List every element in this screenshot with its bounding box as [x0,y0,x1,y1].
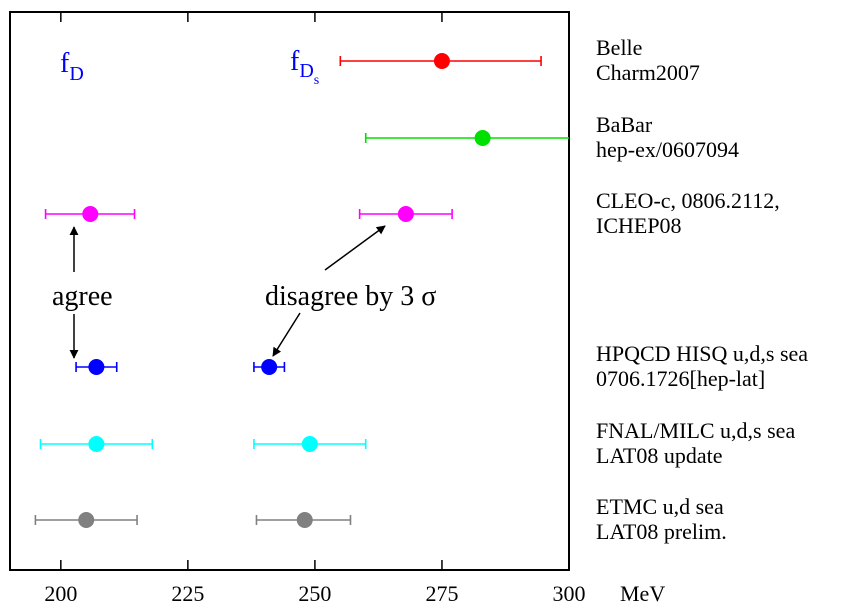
point-marker [301,436,318,452]
point-marker [296,512,313,528]
disagree-arrow-up [324,225,386,271]
fd-label-main: f [60,48,70,79]
data-point-fD [34,512,138,528]
point-marker [261,359,278,375]
series-label-line1: FNAL/MILC u,d,s sea [596,418,795,443]
disagree-annotation: disagree by 3 σ [265,281,436,312]
series-label-line1: CLEO-c, 0806.2112, [596,188,780,213]
x-axis-unit: MeV [620,581,665,605]
series-label-line1: Belle [596,35,642,60]
data-point-fD [75,359,118,375]
series-label-line1: HPQCD HISQ u,d,s sea [596,341,808,366]
data-point-fDs [364,130,569,146]
x-tick-label: 275 [425,581,458,605]
fds-label: fDs [290,46,319,88]
agree-annotation: agree [52,281,113,312]
data-point-fD [39,436,154,452]
series-label-line1: BaBar [596,112,653,137]
series-label-line1: ETMC u,d sea [596,494,724,519]
fds-label-subsub: s [314,73,319,88]
series-label-line2: LAT08 prelim. [596,519,727,544]
fd-label-sub: D [69,63,83,85]
series-label-line2: ICHEP08 [596,213,682,238]
x-tick-label: 300 [553,581,586,605]
series-label-line2: 0706.1726[hep-lat] [596,366,765,391]
series-label-line2: Charm2007 [596,60,700,85]
data-point-fDs [253,359,286,375]
data-point-fDs [358,206,453,222]
fds-label-main: f [290,46,300,77]
data-point-fD [44,206,136,222]
point-marker [397,206,414,222]
data-point-fDs [255,512,352,528]
x-tick-label: 200 [44,581,77,605]
fd-label: fD [60,48,84,85]
x-tick-label: 250 [298,581,331,605]
series-label-line2: LAT08 update [596,443,722,468]
point-marker [78,512,95,528]
point-marker [88,359,105,375]
plot-frame [9,11,570,571]
x-axis-tick-labels: 200 225 250 275 300 [44,581,585,605]
data-point-fDs [339,53,542,69]
point-marker [82,206,99,222]
point-marker [474,130,491,146]
data-point-fDs [253,436,367,452]
data-points [34,53,569,528]
x-tick-label: 225 [171,581,204,605]
fds-label-sub: D [299,60,313,82]
point-marker [433,53,450,69]
x-axis-ticks [60,12,570,570]
series-label-line2: hep-ex/0607094 [596,137,739,162]
point-marker [88,436,105,452]
disagree-arrow-down [272,312,301,357]
